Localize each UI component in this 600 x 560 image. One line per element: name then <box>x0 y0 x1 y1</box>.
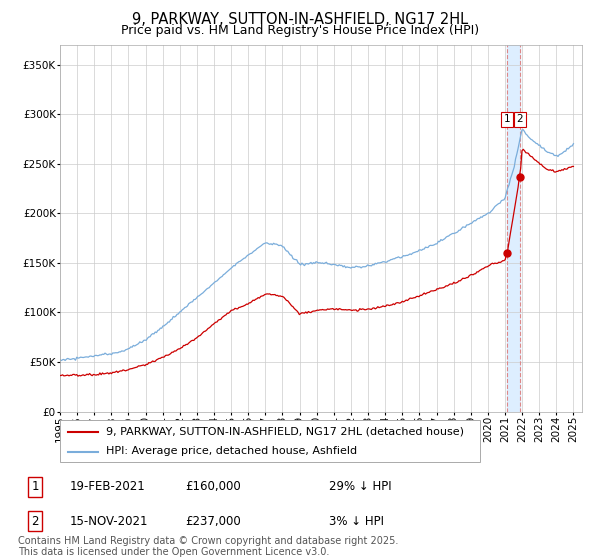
Text: 19-FEB-2021: 19-FEB-2021 <box>70 480 145 493</box>
Text: 2: 2 <box>517 114 523 124</box>
Text: 9, PARKWAY, SUTTON-IN-ASHFIELD, NG17 2HL: 9, PARKWAY, SUTTON-IN-ASHFIELD, NG17 2HL <box>132 12 468 27</box>
Point <box>515 172 524 181</box>
Point <box>502 249 512 258</box>
Text: £237,000: £237,000 <box>185 515 241 528</box>
Bar <box>507 45 520 412</box>
Text: 3% ↓ HPI: 3% ↓ HPI <box>329 515 384 528</box>
Text: 2: 2 <box>31 515 39 528</box>
Text: 29% ↓ HPI: 29% ↓ HPI <box>329 480 391 493</box>
FancyBboxPatch shape <box>60 420 480 462</box>
Text: Price paid vs. HM Land Registry's House Price Index (HPI): Price paid vs. HM Land Registry's House … <box>121 24 479 36</box>
Text: 1: 1 <box>31 480 39 493</box>
Text: 15-NOV-2021: 15-NOV-2021 <box>70 515 148 528</box>
Text: Contains HM Land Registry data © Crown copyright and database right 2025.
This d: Contains HM Land Registry data © Crown c… <box>18 535 398 557</box>
Text: £160,000: £160,000 <box>185 480 241 493</box>
Text: 1: 1 <box>504 114 511 124</box>
Text: HPI: Average price, detached house, Ashfield: HPI: Average price, detached house, Ashf… <box>106 446 358 456</box>
Text: 9, PARKWAY, SUTTON-IN-ASHFIELD, NG17 2HL (detached house): 9, PARKWAY, SUTTON-IN-ASHFIELD, NG17 2HL… <box>106 427 464 437</box>
